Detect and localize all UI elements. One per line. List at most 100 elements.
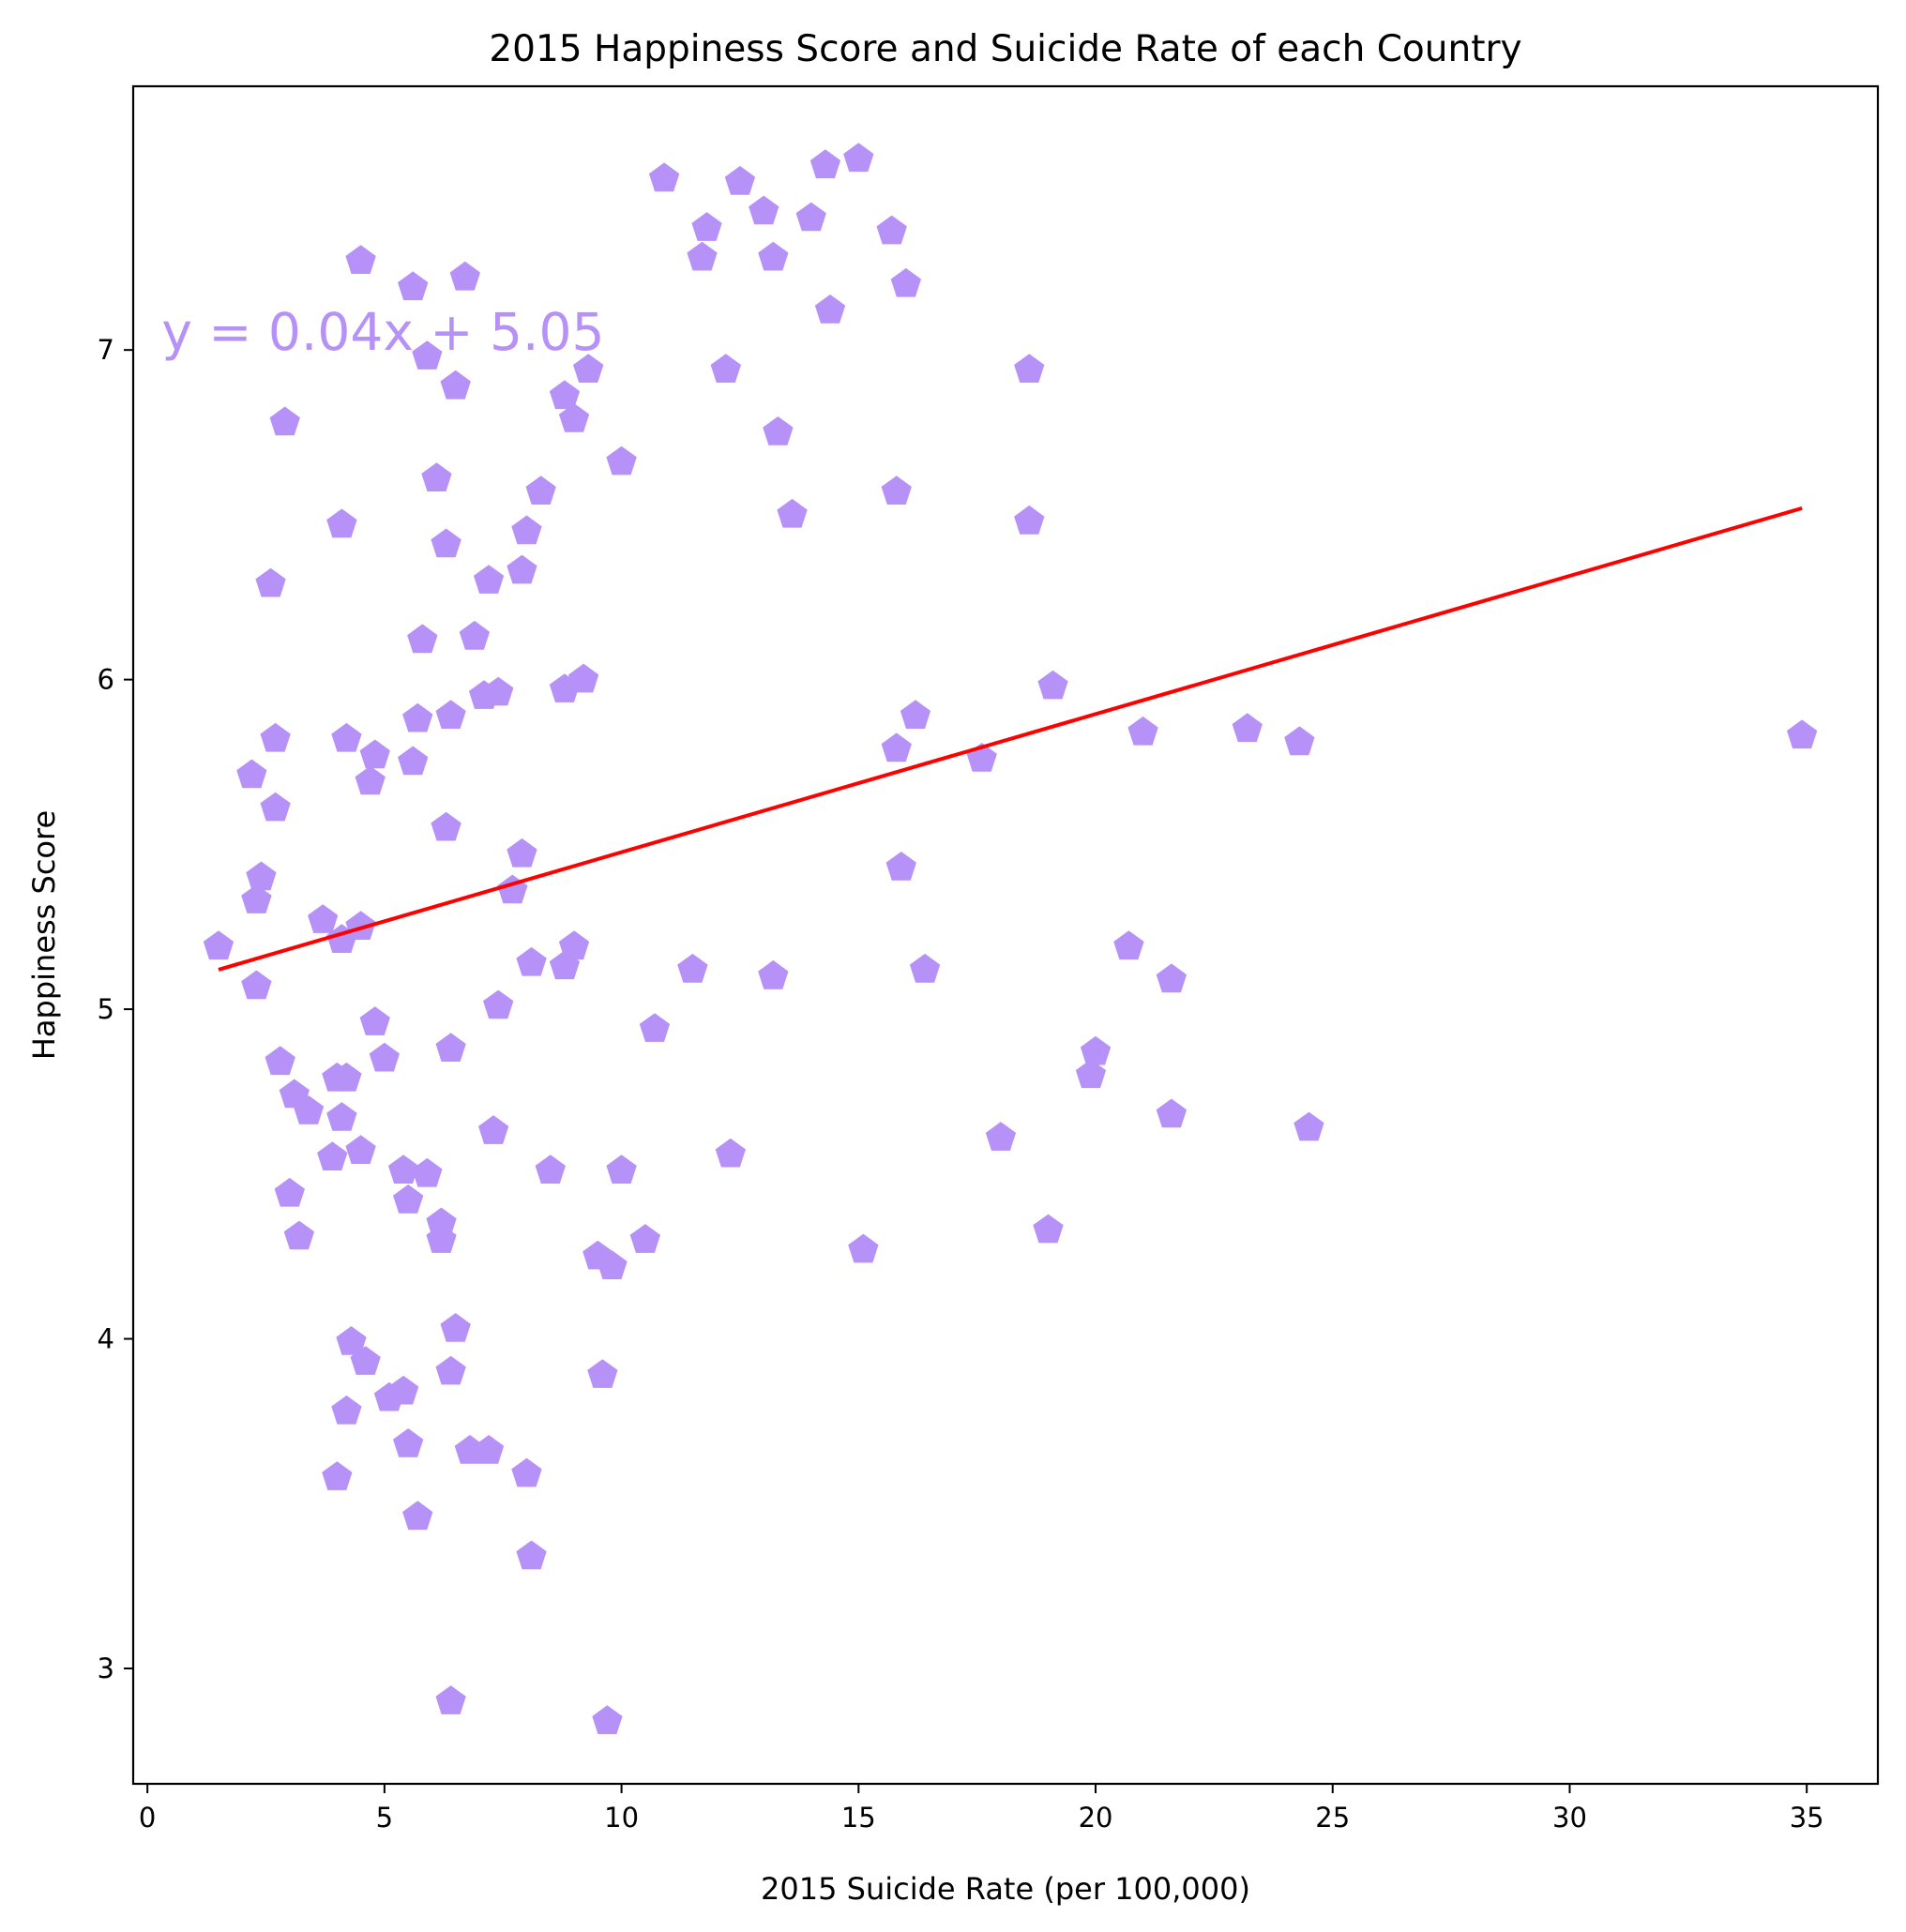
data-point [763, 416, 794, 445]
data-point [1037, 670, 1068, 700]
y-tick-label: 4 [98, 1323, 114, 1355]
data-point [890, 267, 921, 297]
data-point [881, 732, 912, 762]
data-point [483, 989, 514, 1019]
data-point [1033, 1214, 1064, 1244]
data-point [758, 959, 789, 989]
data-point [1113, 930, 1144, 960]
data-point [331, 1062, 362, 1092]
data-point [648, 162, 680, 192]
data-point [558, 403, 590, 432]
data-point [606, 445, 637, 475]
data-point [629, 1224, 660, 1253]
data-point [814, 294, 846, 324]
x-tick-label: 15 [841, 1802, 876, 1834]
data-point [691, 212, 722, 241]
x-axis-ticks: 0 5 10 15 20 25 30 35 [139, 1784, 1824, 1834]
data-point [1156, 1098, 1187, 1128]
data-point [795, 202, 826, 232]
data-point [255, 567, 286, 597]
data-point [426, 1207, 457, 1237]
data-point [535, 1155, 566, 1184]
data-point [809, 149, 841, 179]
chart-title: 2015 Happiness Score and Suicide Rate of… [489, 28, 1521, 70]
data-point [885, 852, 916, 881]
data-point [350, 1346, 381, 1375]
data-point [597, 1250, 628, 1279]
data-point [516, 946, 547, 976]
data-point [345, 245, 376, 274]
data-point [881, 475, 912, 505]
data-point [265, 1046, 295, 1076]
data-point [511, 515, 542, 545]
data-point [507, 838, 537, 868]
data-point [507, 554, 537, 584]
data-point [317, 1141, 348, 1170]
data-point [677, 953, 708, 983]
data-point [269, 406, 300, 436]
data-point [431, 811, 461, 841]
data-point [402, 1501, 433, 1531]
data-point [549, 380, 581, 410]
data-point [336, 1326, 367, 1355]
x-axis-label: 2015 Suicide Rate (per 100,000) [761, 1871, 1250, 1907]
y-axis-ticks: 3 4 5 6 7 [98, 334, 133, 1684]
y-axis-label: Happiness Score [26, 810, 62, 1060]
data-point [393, 1184, 424, 1214]
data-point [412, 340, 443, 370]
data-point [909, 953, 941, 983]
data-point [387, 1155, 419, 1184]
y-tick-label: 5 [98, 993, 114, 1025]
data-point [359, 739, 390, 769]
data-point [398, 271, 429, 301]
data-point [749, 195, 779, 225]
data-point [345, 911, 376, 940]
data-point [558, 930, 590, 960]
data-point [1080, 1035, 1112, 1065]
data-point [308, 904, 339, 933]
data-point [516, 1540, 547, 1570]
regression-layer: y = 0.04x + 5.05 [161, 302, 1803, 972]
data-point [1787, 719, 1818, 749]
points-layer [203, 143, 1818, 1734]
data-point [758, 241, 789, 271]
data-point [435, 1033, 466, 1062]
data-point [848, 1233, 879, 1263]
data-point [398, 746, 429, 776]
data-point [283, 1220, 315, 1250]
data-point [359, 1006, 390, 1035]
x-tick-label: 30 [1552, 1802, 1587, 1834]
data-point [402, 702, 433, 732]
data-point [1156, 963, 1187, 993]
data-point [435, 1685, 466, 1714]
data-point [525, 475, 556, 505]
data-point [274, 1177, 305, 1207]
data-point [236, 759, 267, 789]
data-point [322, 1461, 353, 1490]
data-point [900, 700, 931, 729]
data-point [459, 620, 491, 650]
y-tick-label: 7 [98, 334, 114, 366]
x-tick-label: 0 [139, 1802, 156, 1834]
data-point [473, 565, 505, 594]
data-point [478, 1115, 509, 1144]
x-tick-label: 35 [1790, 1802, 1824, 1834]
data-point [1014, 505, 1045, 535]
x-tick-label: 5 [376, 1802, 393, 1834]
data-point [1127, 716, 1158, 746]
data-point [331, 1395, 362, 1425]
data-point [203, 930, 234, 960]
data-point [407, 624, 438, 654]
data-point [355, 765, 386, 795]
data-point [345, 1135, 376, 1164]
data-point [387, 1375, 419, 1405]
data-point [473, 1435, 505, 1464]
data-point [573, 354, 604, 383]
data-point [246, 861, 277, 891]
data-point [587, 1359, 618, 1388]
data-point [293, 1095, 325, 1124]
data-point [1014, 354, 1045, 383]
data-point [592, 1705, 623, 1734]
data-point [326, 1102, 357, 1131]
plot-frame [131, 84, 1880, 1786]
